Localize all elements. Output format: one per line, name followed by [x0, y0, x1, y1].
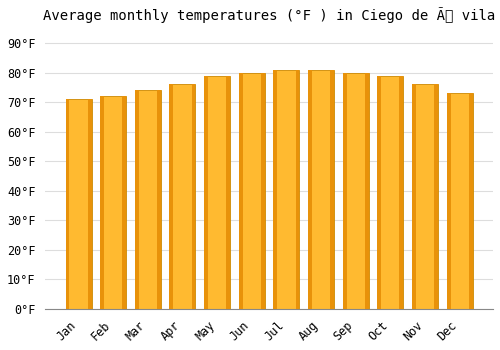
Bar	[434, 84, 438, 309]
Bar	[226, 76, 230, 309]
Bar	[469, 93, 472, 309]
Bar	[274, 70, 299, 309]
Bar	[365, 72, 368, 309]
Bar	[122, 96, 126, 309]
Bar	[100, 96, 126, 309]
Title: Average monthly temperatures (°F ) in Ciego de Ã vila: Average monthly temperatures (°F ) in Ci…	[43, 7, 495, 23]
Bar	[239, 72, 265, 309]
Bar	[100, 96, 104, 309]
Bar	[446, 93, 450, 309]
Bar	[330, 70, 334, 309]
Bar	[378, 76, 382, 309]
Bar	[342, 72, 368, 309]
Bar	[157, 90, 161, 309]
Bar	[204, 76, 208, 309]
Bar	[400, 76, 404, 309]
Bar	[412, 84, 416, 309]
Bar	[192, 84, 196, 309]
Bar	[135, 90, 161, 309]
Bar	[378, 76, 404, 309]
Bar	[296, 70, 300, 309]
Bar	[308, 70, 334, 309]
Bar	[239, 72, 242, 309]
Bar	[66, 99, 92, 309]
Bar	[66, 99, 70, 309]
Bar	[342, 72, 346, 309]
Bar	[88, 99, 92, 309]
Bar	[204, 76, 230, 309]
Bar	[308, 70, 312, 309]
Bar	[261, 72, 265, 309]
Bar	[274, 70, 278, 309]
Bar	[412, 84, 438, 309]
Bar	[446, 93, 472, 309]
Bar	[170, 84, 196, 309]
Bar	[135, 90, 138, 309]
Bar	[170, 84, 173, 309]
